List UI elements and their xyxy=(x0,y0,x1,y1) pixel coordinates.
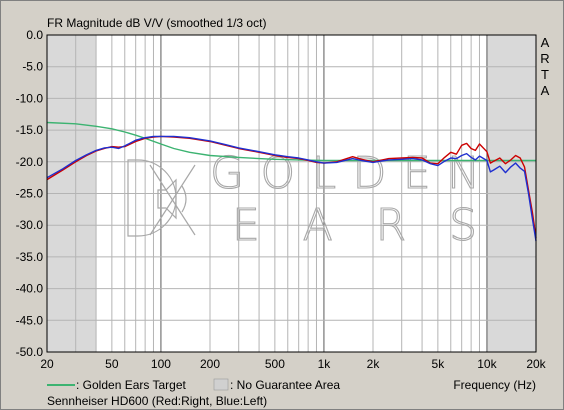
x-tick-label: 100 xyxy=(151,357,171,371)
x-tick-label: 5k xyxy=(432,357,446,371)
y-tick-label: -25.0 xyxy=(16,187,44,201)
chart-caption: Sennheiser HD600 (Red:Right, Blue:Left) xyxy=(47,394,267,408)
y-tick-label: -40.0 xyxy=(16,282,44,296)
y-tick-label: -45.0 xyxy=(16,313,44,327)
arta-letter: A xyxy=(541,83,550,98)
arta-letter: T xyxy=(541,67,549,82)
legend-no-guarantee-swatch xyxy=(213,378,229,391)
x-tick-label: 500 xyxy=(265,357,285,371)
plot-border xyxy=(46,34,537,353)
x-tick-labels: 20 50 100 200 500 1k 2k 5k 10k 20k xyxy=(40,357,546,371)
y-tick-label: -15.0 xyxy=(16,123,44,137)
legend-target-label: : Golden Ears Target xyxy=(76,378,187,392)
series-line-left xyxy=(46,135,537,242)
golden-ears-logo-icon xyxy=(127,159,196,237)
y-tick-label: -50.0 xyxy=(16,345,44,359)
chart-title: FR Magnitude dB V/V (smoothed 1/3 oct) xyxy=(47,16,266,30)
series-lines xyxy=(46,121,537,242)
y-tick-label: -20.0 xyxy=(16,155,44,169)
x-tick-label: 10k xyxy=(477,357,497,371)
x-tick-label: 20k xyxy=(526,357,546,371)
arta-letter: R xyxy=(540,51,549,66)
x-tick-label: 200 xyxy=(200,357,220,371)
y-tick-label: 0.0 xyxy=(26,28,43,42)
x-tick-label: 50 xyxy=(105,357,119,371)
y-tick-label: -30.0 xyxy=(16,218,44,232)
x-tick-label: 1k xyxy=(318,357,332,371)
y-tick-label: -10.0 xyxy=(16,91,44,105)
legend-no-guarantee-label: : No Guarantee Area xyxy=(230,378,340,392)
arta-letter: A xyxy=(541,35,550,50)
y-tick-labels: 0.0 -5.0 -10.0 -15.0 -20.0 -25.0 -30.0 -35.0 -40… xyxy=(16,28,44,359)
series-line-right xyxy=(46,135,537,238)
legend: : Golden Ears Target : No Guarantee Area xyxy=(47,378,340,392)
y-tick-label: -35.0 xyxy=(16,250,44,264)
x-tick-label: 2k xyxy=(367,357,381,371)
y-tick-label: -5.0 xyxy=(22,60,43,74)
x-axis-label: Frequency (Hz) xyxy=(453,378,536,392)
x-tick-label: 20 xyxy=(40,357,54,371)
